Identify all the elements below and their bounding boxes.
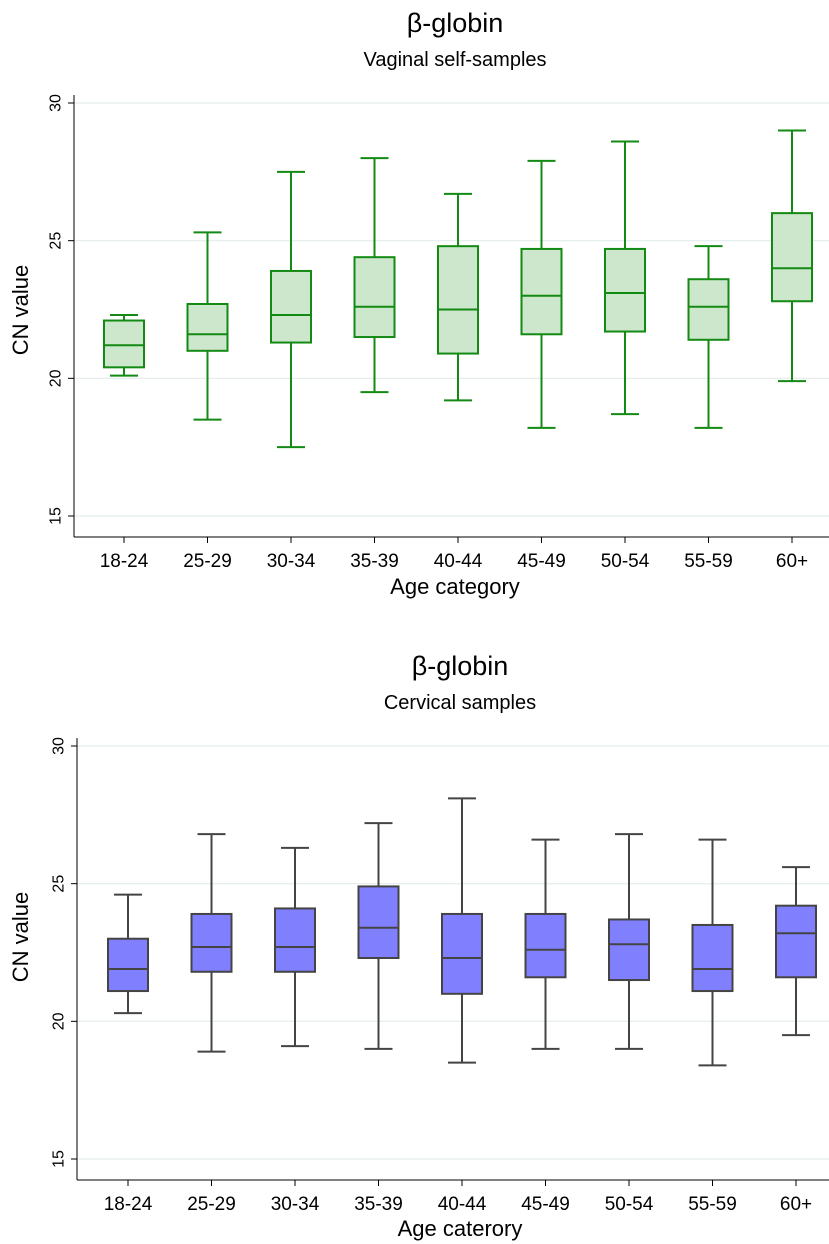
iqr-box bbox=[604, 247, 646, 333]
box-25-29 bbox=[190, 833, 233, 1053]
panel-2-subtitle: Cervical samples bbox=[384, 692, 536, 714]
x-tick-label: 55-59 bbox=[684, 551, 733, 572]
box-55-59 bbox=[687, 245, 730, 429]
y-tick-label: 30 bbox=[51, 737, 68, 755]
y-tick-label: 15 bbox=[51, 1150, 68, 1168]
box-30-34 bbox=[270, 170, 312, 449]
x-tick-label: 35-39 bbox=[350, 551, 399, 572]
iqr-box bbox=[353, 256, 396, 339]
iqr-box bbox=[437, 245, 479, 355]
panel-2-plot-area: 15 20 25 30 18-24 25-29 30-34 35-39 40-44 45-49 50… bbox=[51, 737, 829, 1215]
iqr-box bbox=[691, 923, 734, 993]
y-tick-label: 25 bbox=[51, 875, 68, 893]
x-tick-label: 25-29 bbox=[183, 551, 232, 572]
x-tick-label: 45-49 bbox=[521, 1194, 570, 1215]
x-tick-label: 50-54 bbox=[605, 1194, 654, 1215]
y-tick-label: 15 bbox=[48, 507, 65, 525]
y-tick-label: 20 bbox=[48, 369, 65, 387]
iqr-box bbox=[357, 885, 400, 960]
iqr-box bbox=[687, 278, 730, 341]
iqr-box bbox=[524, 912, 567, 979]
x-tick-label: 18-24 bbox=[100, 551, 149, 572]
x-tick-label: 40-44 bbox=[434, 551, 483, 572]
box-60+ bbox=[775, 866, 817, 1037]
box-50-54 bbox=[608, 833, 650, 1050]
x-tick-label: 45-49 bbox=[517, 551, 566, 572]
x-tick-label: 35-39 bbox=[354, 1194, 403, 1215]
x-tick-label: 30-34 bbox=[271, 1194, 320, 1215]
x-tick-label: 40-44 bbox=[438, 1194, 487, 1215]
box-45-49 bbox=[520, 159, 563, 429]
iqr-box bbox=[771, 212, 813, 303]
box-18-24 bbox=[107, 893, 149, 1015]
x-tick-label: 50-54 bbox=[601, 551, 650, 572]
panel-2-x-axis-label: Age caterory bbox=[398, 1216, 523, 1241]
panel-1-title: β-globin bbox=[407, 8, 504, 38]
box-50-54 bbox=[604, 140, 646, 416]
box-18-24 bbox=[103, 314, 145, 377]
iqr-box bbox=[608, 918, 650, 982]
iqr-box bbox=[103, 319, 145, 369]
panel-1-plot-area: 15 20 25 30 18-24 25-29 30-34 35-39 40-44 45-49 50… bbox=[48, 94, 829, 572]
iqr-box bbox=[270, 269, 312, 344]
box-55-59 bbox=[691, 838, 734, 1067]
iqr-box bbox=[274, 907, 316, 973]
box-40-44 bbox=[437, 192, 479, 402]
iqr-box bbox=[520, 247, 563, 336]
panel-1-x-axis-label: Age category bbox=[390, 574, 520, 599]
x-tick-label: 60+ bbox=[776, 551, 808, 572]
iqr-box bbox=[186, 302, 229, 352]
x-tick-label: 18-24 bbox=[104, 1194, 153, 1215]
box-35-39 bbox=[357, 822, 400, 1050]
x-tick-label: 30-34 bbox=[267, 551, 316, 572]
iqr-box bbox=[441, 912, 483, 995]
y-tick-label: 20 bbox=[51, 1012, 68, 1030]
panel-2-title: β-globin bbox=[412, 651, 509, 681]
panel-1-subtitle: Vaginal self-samples bbox=[363, 49, 546, 71]
iqr-box bbox=[775, 904, 817, 979]
panel-1-y-axis-label: CN value bbox=[8, 265, 33, 355]
box-35-39 bbox=[353, 157, 396, 394]
y-tick-label: 25 bbox=[48, 232, 65, 250]
box-25-29 bbox=[186, 231, 229, 421]
y-tick-label: 30 bbox=[48, 94, 65, 112]
iqr-box bbox=[190, 912, 233, 973]
x-tick-label: 55-59 bbox=[688, 1194, 737, 1215]
panel-vaginal: β-globin Vaginal self-samples CN value A… bbox=[8, 8, 829, 599]
box-45-49 bbox=[524, 838, 567, 1050]
box-40-44 bbox=[441, 797, 483, 1064]
panel-2-y-axis-label: CN value bbox=[8, 892, 33, 982]
iqr-box bbox=[107, 937, 149, 993]
box-30-34 bbox=[274, 846, 316, 1048]
x-tick-label: 60+ bbox=[780, 1194, 812, 1215]
panel-cervical: β-globin Cervical samples CN value Age c… bbox=[8, 651, 829, 1241]
x-tick-label: 25-29 bbox=[187, 1194, 236, 1215]
box-60+ bbox=[771, 129, 813, 383]
